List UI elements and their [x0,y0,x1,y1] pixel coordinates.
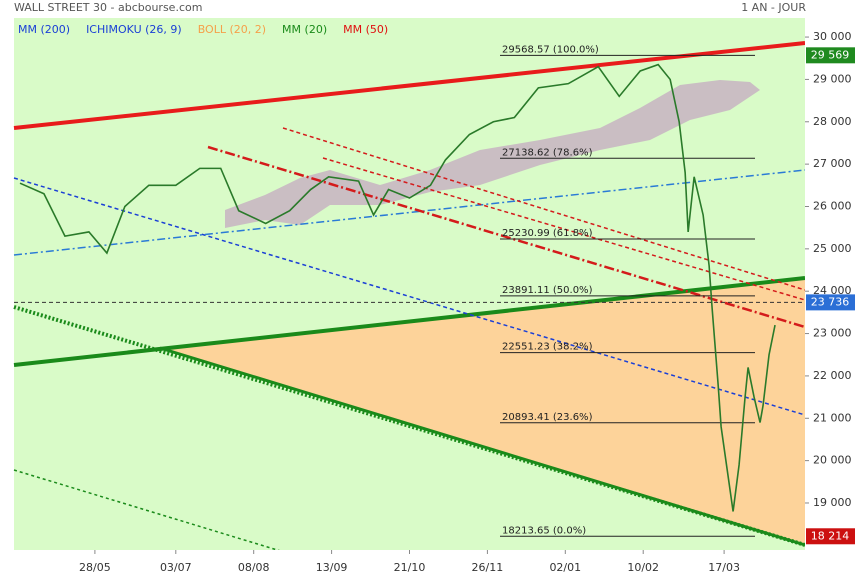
period: 1 AN - JOUR [741,1,806,14]
y-tick-label: 20 000 [813,454,852,467]
ichimoku-cloud [225,80,760,228]
y-tick-label: 26 000 [813,199,852,212]
fib-label: 22551.23 (38.2%) [502,342,593,353]
price-marker-label: 23 736 [811,295,850,308]
y-tick-label: 24 000 [813,284,852,297]
chart-title: WALL STREET 30 - abcbourse.com [14,1,202,14]
fib-label: 18213.65 (0.0%) [502,525,586,536]
y-tick-label: 28 000 [813,115,852,128]
price-marker-label: 18 214 [811,529,850,542]
x-tick-label: 26/11 [472,561,504,574]
y-tick-label: 30 000 [813,30,852,43]
fib-label: 20893.41 (23.6%) [502,412,593,423]
trend-line [159,346,806,547]
trend-line [13,177,806,416]
trend-line [282,127,806,291]
axis-background [805,0,855,580]
x-tick-label: 02/01 [549,561,581,574]
y-tick-label: 29 000 [813,72,852,85]
x-tick-label: 21/10 [394,561,426,574]
axis-background [0,550,805,580]
x-tick-label: 03/07 [160,561,192,574]
x-tick-label: 17/03 [708,561,740,574]
price-marker [806,294,855,311]
trend-line [207,145,806,329]
price-marker [806,528,855,545]
x-tick-label: 28/05 [79,561,111,574]
price-line [19,63,776,512]
y-tick-label: 21 000 [813,411,852,424]
price-marker [806,47,855,64]
fib-label: 27138.62 (78.6%) [502,147,593,158]
trend-line [13,469,298,557]
x-tick-label: 10/02 [627,561,659,574]
fib-label: 29568.57 (100.0%) [502,44,599,55]
y-tick-label: 25 000 [813,242,852,255]
orange-zone [160,278,805,545]
y-tick-label: 19 000 [813,496,852,509]
legend-entry: BOLL (20, 2) [198,23,266,36]
fib-label: 25230.99 (61.8%) [502,228,593,239]
y-tick-label: 22 000 [813,369,852,382]
legend-entry: MM (20) [282,23,327,36]
legend-entry: ICHIMOKU (26, 9) [86,23,182,36]
trend-line [13,169,806,256]
legend-entry: MM (200) [18,23,70,36]
y-tick-label: 27 000 [813,157,852,170]
fib-label: 23891.11 (50.0%) [502,285,593,296]
legend: MM (200) ICHIMOKU (26, 9) BOLL (20, 2) MM (… [18,23,388,36]
legend-entry: MM (50) [343,23,388,36]
price-marker-label: 29 569 [811,48,850,61]
y-tick-label: 23 000 [813,327,852,340]
trend-line [13,41,806,130]
trend-line [13,276,806,367]
x-tick-label: 08/08 [238,561,270,574]
x-tick-label: 13/09 [316,561,348,574]
